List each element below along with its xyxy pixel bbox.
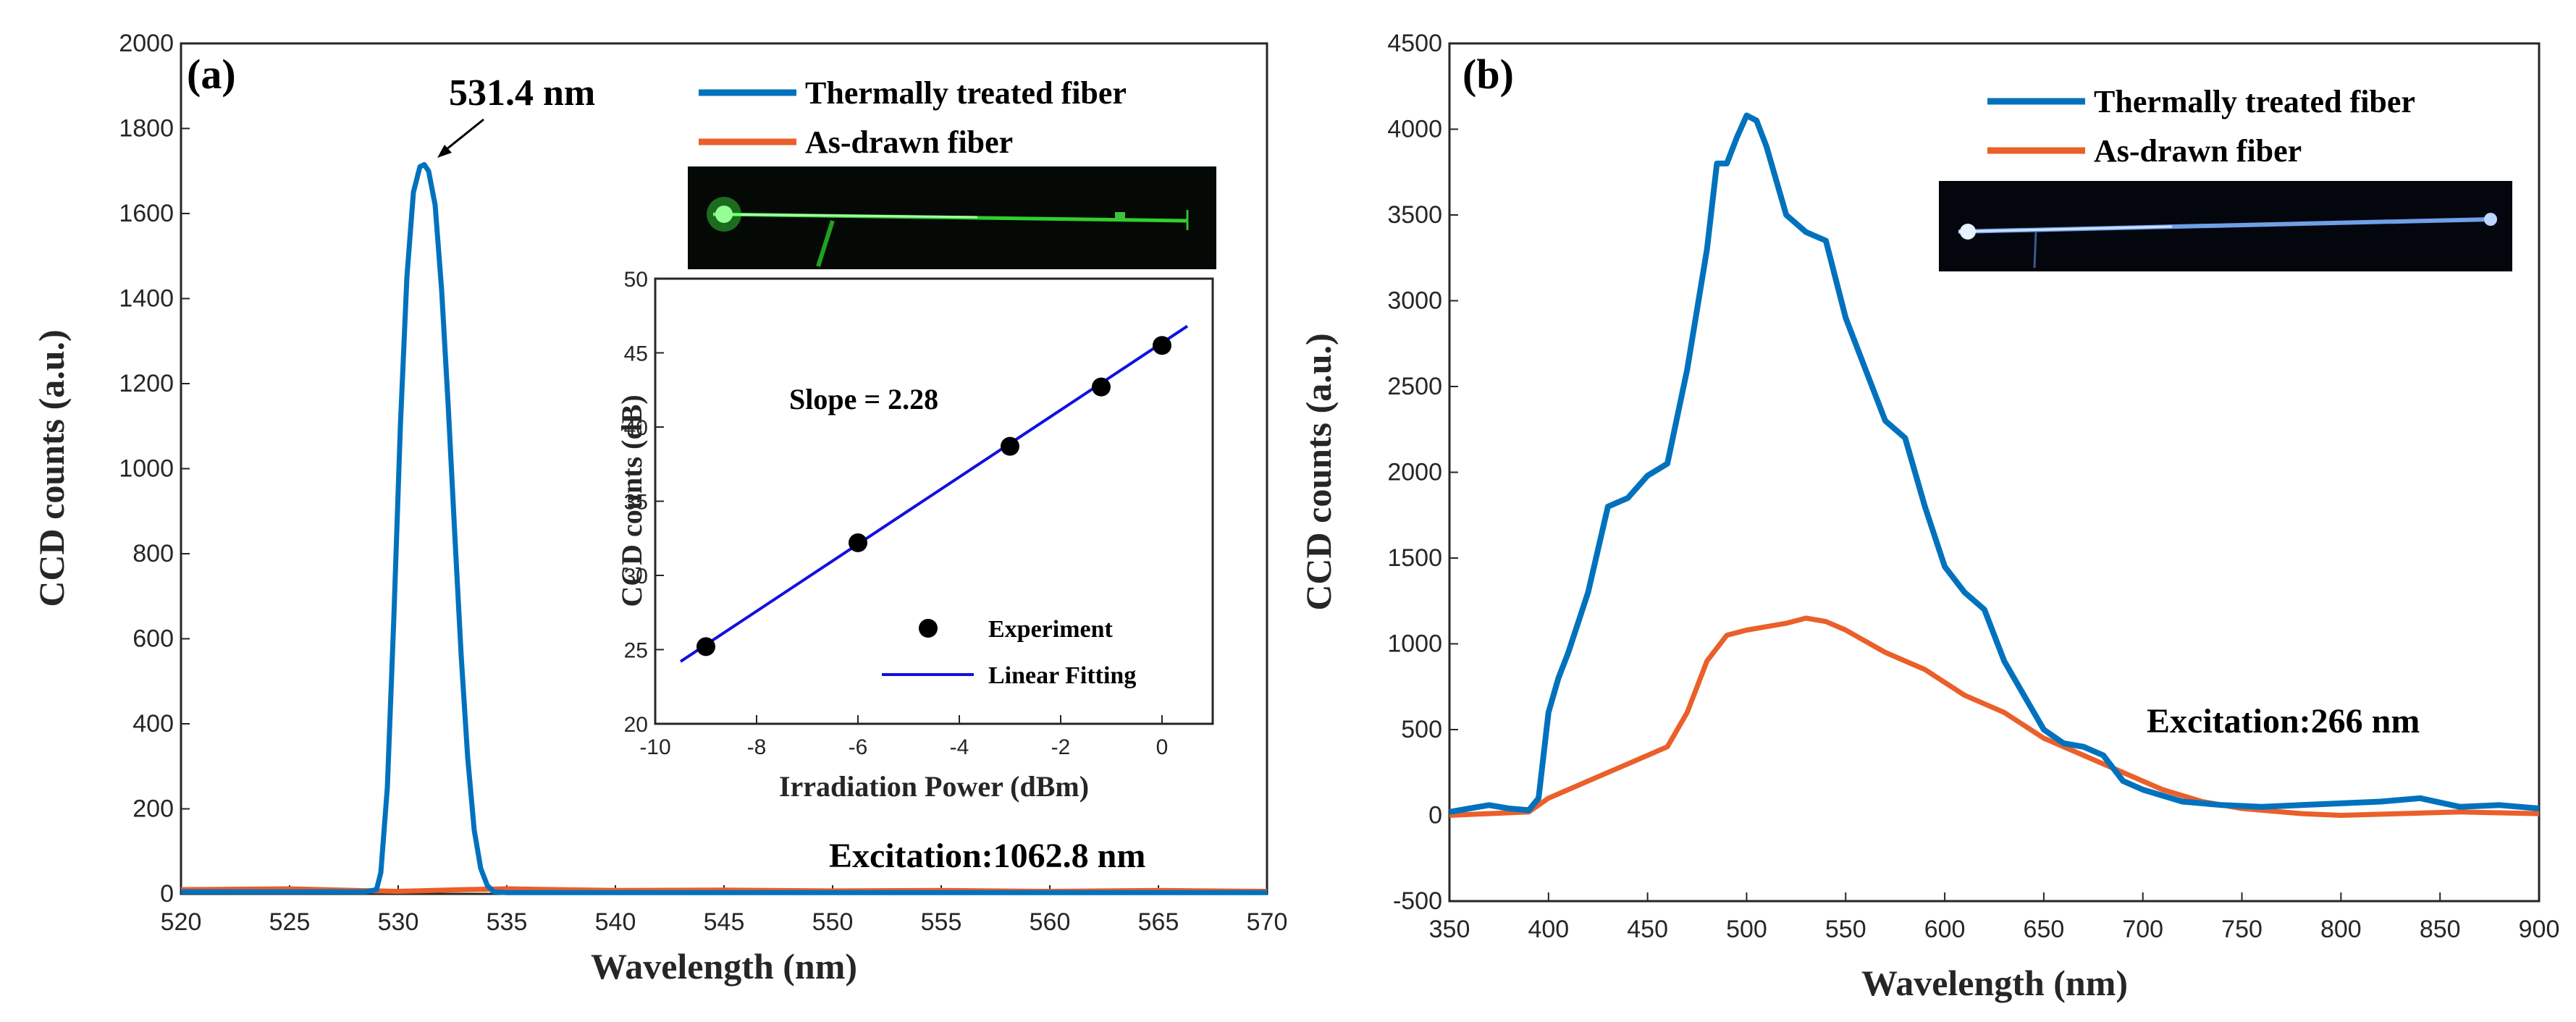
legend-a-asdrawn-label: As-drawn fiber	[805, 124, 1013, 160]
inset-experiment-point	[1153, 336, 1171, 355]
inset-experiment-point	[696, 637, 715, 656]
panel-b-xtick-label: 800	[2320, 916, 2362, 943]
panel-a-xtick-label: 545	[704, 908, 745, 936]
panel-a-label: (a)	[187, 51, 236, 98]
panel-a-excitation: Excitation:1062.8 nm	[829, 837, 1145, 875]
panel-b-ytick-label: 0	[1428, 802, 1442, 829]
inset-ytick-label: 50	[624, 268, 648, 292]
inset-xtick-label: -4	[950, 735, 969, 759]
panel-a-ytick-label: 200	[132, 795, 174, 823]
panel-b-xtick-label: 500	[1726, 916, 1767, 943]
legend-b-thermally-label: Thermally treated fiber	[2094, 84, 2415, 119]
panel-a-xtick-label: 520	[161, 908, 202, 936]
panel-a-ytick-label: 400	[132, 710, 174, 738]
series-b-thermally	[1449, 112, 2540, 815]
inset-xtick-label: -8	[747, 735, 767, 759]
panel-b-xlabel: Wavelength (nm)	[1861, 963, 2128, 1003]
inset-frame	[654, 277, 1214, 725]
peak-arrow	[442, 118, 484, 153]
panel-a-ytick-label: 1600	[119, 200, 174, 227]
inset-ytick-label: 30	[624, 565, 648, 588]
panel-a-xtick-label: 565	[1138, 908, 1179, 936]
inset-ytick-label: 20	[624, 713, 648, 737]
panel-b-ytick-label: 4500	[1387, 30, 1442, 57]
inset-slope: Slope = 2.28	[789, 383, 938, 415]
panel-b-xtick-label: 900	[2519, 916, 2560, 943]
panel-b-xtick-label: 650	[2024, 916, 2065, 943]
inset-ytick-label: 25	[624, 639, 648, 663]
panel-a-xtick-label: 525	[269, 908, 311, 936]
panel-a-ytick-label: 2000	[119, 30, 174, 57]
panel-b-xtick-label: 450	[1627, 916, 1668, 943]
inset-xtick-label: -2	[1051, 735, 1071, 759]
inset-experiment-point	[1092, 377, 1111, 397]
panel-b: 350 400 450 500 550 600 650 700 750 800 850 900 -50…	[1298, 30, 2559, 1003]
panel-a-xlabel: Wavelength (nm)	[591, 946, 857, 987]
panel-a-ytick-label: 1200	[119, 370, 174, 397]
panel-b-ytick-label: 2000	[1387, 459, 1442, 486]
panel-a-xtick-label: 555	[921, 908, 962, 936]
panel-b-xtick-label: 600	[1924, 916, 1966, 943]
panel-a: 520 525 530 535 540 545 550 555 560 565 570 020040…	[31, 30, 1287, 987]
inset-plot: -10 -8 -6 -4 -2 0 20 25 30 35 40 45 50 Irradiation …	[615, 268, 1214, 803]
panel-a-xtick-label: 560	[1030, 908, 1071, 936]
panel-b-legend: Thermally treated fiber As-drawn fiber	[1987, 84, 2415, 169]
legend-b-asdrawn-label: As-drawn fiber	[2094, 133, 2302, 169]
inset-legend-experiment: Experiment	[988, 616, 1114, 643]
green-fiber-photo	[688, 166, 1216, 269]
inset-ytick-label: 45	[624, 342, 648, 366]
panel-a-ytick-label: 0	[160, 880, 174, 908]
inset-xtick-label: -6	[849, 735, 868, 759]
panel-b-ytick-label: 2500	[1387, 373, 1442, 400]
panel-b-ytick-label: 4000	[1387, 116, 1442, 143]
legend-a-thermally-label: Thermally treated fiber	[805, 75, 1127, 111]
panel-a-xtick-label: 535	[487, 908, 528, 936]
panel-b-xtick-label: 850	[2420, 916, 2461, 943]
panel-b-xtick-label: 750	[2221, 916, 2263, 943]
panel-b-ytick-label: 3500	[1387, 201, 1442, 229]
inset-xlabel: Irradiation Power (dBm)	[779, 770, 1089, 803]
panel-b-ytick-label: 500	[1401, 716, 1442, 743]
panel-a-ytick-label: 800	[132, 540, 174, 567]
inset-legend-fit: Linear Fitting	[988, 662, 1136, 689]
panel-b-ytick-label: 1500	[1387, 544, 1442, 572]
inset-experiment-point	[849, 533, 867, 552]
panel-b-label: (b)	[1462, 51, 1514, 98]
peak-arrowhead	[437, 145, 452, 158]
panel-a-ylabel: CCD counts (a.u.)	[31, 329, 72, 607]
panel-a-xtick-label: 550	[812, 908, 854, 936]
inset-ytick-label: 40	[624, 416, 648, 440]
peak-annotation: 531.4 nm	[449, 72, 595, 114]
panel-b-ytick-label: -500	[1393, 887, 1442, 915]
panel-b-xtick-label: 350	[1429, 916, 1470, 943]
inset-xtick-label: -10	[639, 735, 670, 759]
panel-b-ylabel: CCD counts (a.u.)	[1298, 333, 1339, 610]
panel-b-xtick-label: 400	[1528, 916, 1569, 943]
inset-experiment-point	[1001, 436, 1019, 456]
panel-a-ytick-label: 600	[132, 625, 174, 653]
series-a-thermally	[181, 161, 1267, 895]
panel-b-ytick-label: 1000	[1387, 630, 1442, 658]
inset-xtick-label: 0	[1156, 735, 1169, 759]
panel-a-ytick-label: 1400	[119, 285, 174, 313]
blue-fiber-photo	[1939, 181, 2512, 271]
panel-a-xtick-label: 540	[595, 908, 636, 936]
panel-a-ytick-label: 1000	[119, 455, 174, 483]
panel-a-ytick-label: 1800	[119, 115, 174, 143]
panel-a-xtick-label: 570	[1247, 908, 1288, 936]
panel-a-legend: Thermally treated fiber As-drawn fiber	[699, 75, 1127, 160]
inset-ylabel: CCD counts (dB)	[615, 394, 648, 607]
panel-b-xtick-label: 550	[1825, 916, 1866, 943]
inset-ytick-label: 35	[624, 491, 648, 515]
panel-b-ytick-label: 3000	[1387, 287, 1442, 315]
inset-legend-marker	[919, 619, 938, 638]
panel-a-xtick-label: 530	[378, 908, 419, 936]
panel-b-xtick-label: 700	[2122, 916, 2163, 943]
panel-b-excitation: Excitation:266 nm	[2147, 702, 2420, 740]
